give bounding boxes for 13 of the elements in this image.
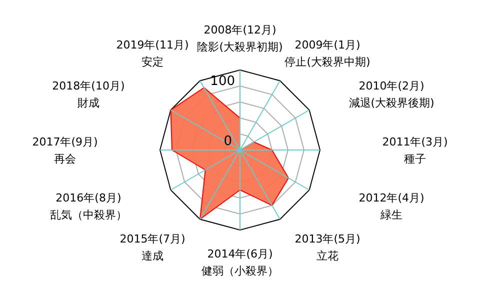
spoke-label: 2011年(3月) 種子 <box>382 136 448 166</box>
spoke-label: 2009年(1月) 停止(大殺界中期) <box>284 38 370 69</box>
spoke-label: 2012年(4月) 緑生 <box>358 192 424 222</box>
spoke-label: 2015年(7月) 達成 <box>120 232 186 262</box>
spoke-label: 2018年(10月) 財成 <box>52 80 125 110</box>
spoke-label: 2017年(9月) 再会 <box>32 136 98 166</box>
spoke-label: 2016年(8月) 乱気（中殺界） <box>50 192 127 222</box>
spoke-label: 2014年(6月) 健弱（小殺界） <box>202 248 278 278</box>
spoke-label: 2019年(11月) 安定 <box>116 38 189 69</box>
spoke-label: 2010年(2月) 減退(大殺界後期) <box>348 80 434 110</box>
y-tick-label: 100 <box>210 74 235 89</box>
spoke-label: 2013年(5月) 立花 <box>294 232 360 262</box>
spoke-label: 2008年(12月) 陰影(大殺界初期) <box>197 24 283 54</box>
